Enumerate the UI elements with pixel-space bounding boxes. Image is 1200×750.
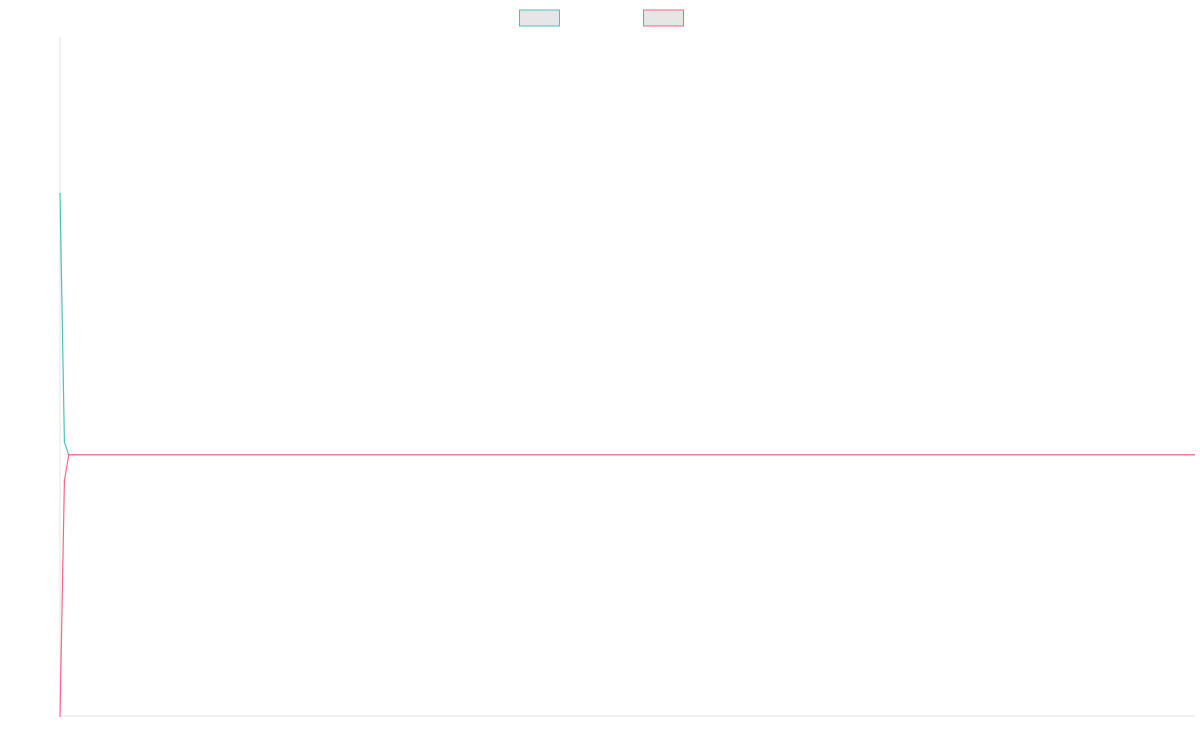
data-point (59, 715, 61, 717)
chart-axes (59, 37, 1195, 717)
series-2 (59, 454, 1195, 717)
data-point (72, 454, 74, 456)
data-point (63, 480, 66, 482)
legend-swatch (519, 9, 560, 27)
data-point (67, 454, 70, 456)
data-point (63, 440, 66, 443)
series-line-2 (59, 454, 1195, 717)
chart-series (59, 192, 1195, 717)
legend-item-2[interactable] (643, 9, 684, 27)
series-1 (59, 192, 1195, 456)
series-line-1 (59, 193, 1195, 456)
legend-item-1[interactable] (519, 9, 560, 27)
data-point (59, 192, 61, 195)
chart-legend (519, 9, 684, 27)
legend-swatch (643, 9, 684, 27)
